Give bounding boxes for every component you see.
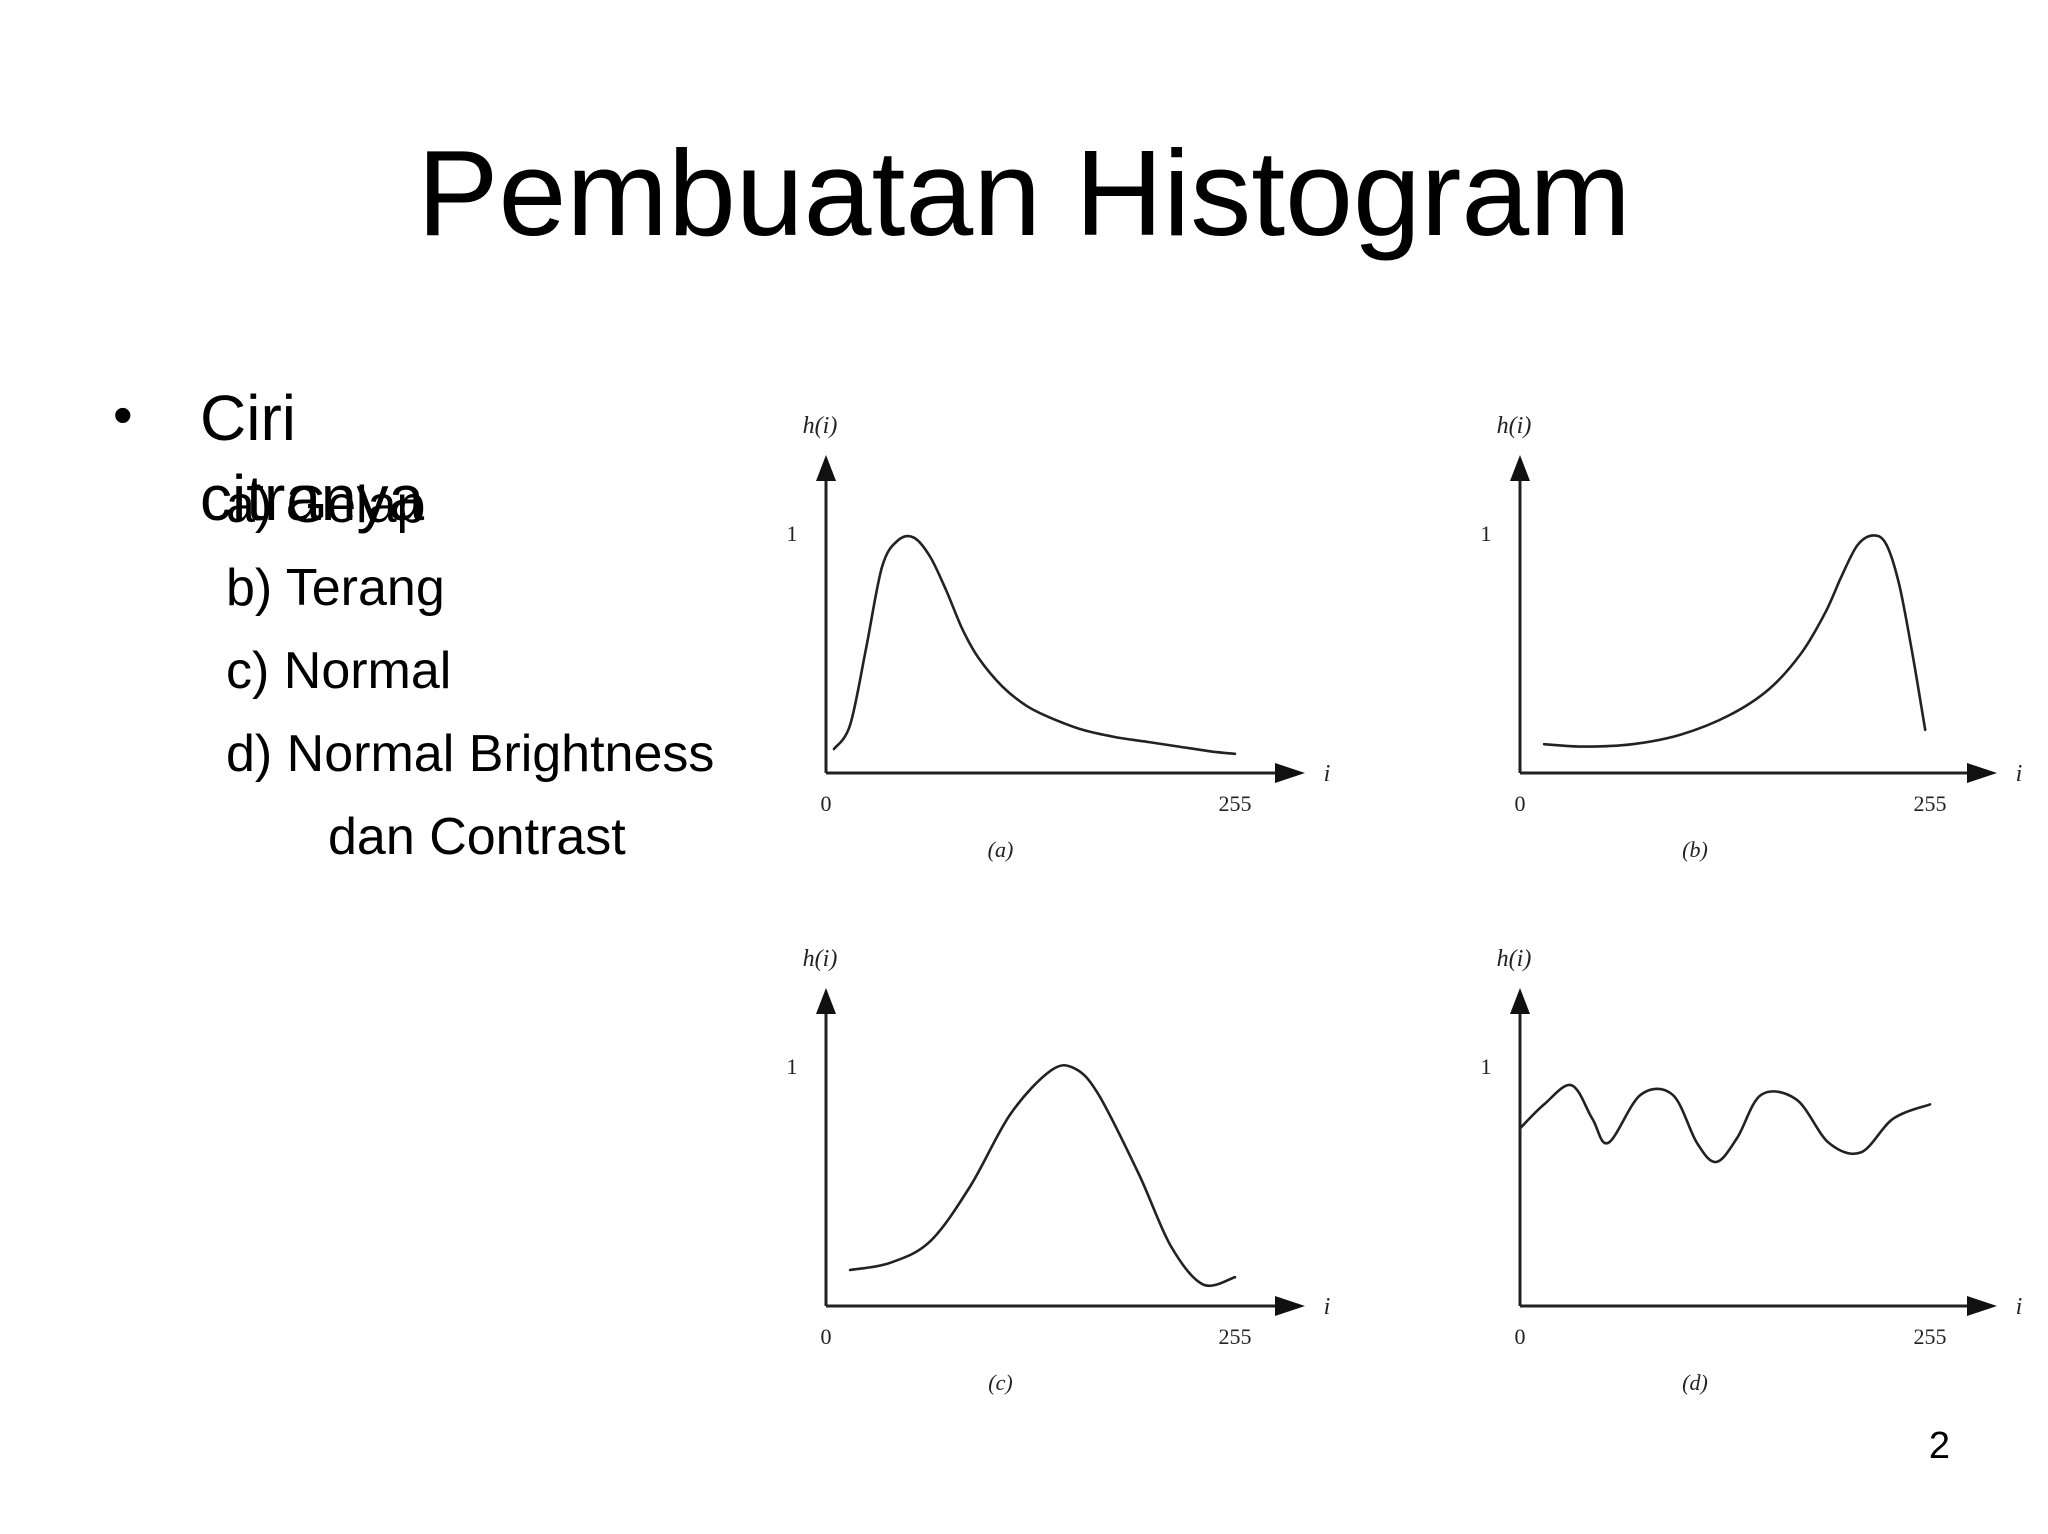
- chart-d-ytick-label: 1: [1481, 1054, 1492, 1079]
- chart-c-x-arrow-icon: [1275, 1296, 1305, 1316]
- chart-a-xtick-label-0: 0: [821, 791, 832, 816]
- slide-title: Pembuatan Histogram: [417, 125, 1631, 261]
- chart-c-caption: (c): [988, 1370, 1012, 1395]
- chart-c-xtick-label-0: 0: [821, 1324, 832, 1349]
- chart-d-histogram-curve: [1518, 1083, 1932, 1164]
- chart-d-caption: (d): [1682, 1370, 1708, 1395]
- chart-b-xlabel: i: [2016, 761, 2023, 787]
- sub-item-c: c) Normal: [226, 642, 452, 700]
- chart-a-ytick-label: 1: [787, 521, 798, 546]
- chart-b-y-arrow-icon: [1510, 455, 1530, 481]
- sub-item-d-continuation: dan Contrast: [328, 808, 626, 866]
- chart-d-xlabel: i: [2016, 1294, 2023, 1320]
- chart-b-ylabel: h(i): [1497, 413, 1532, 439]
- chart-b-histogram-curve: [1542, 534, 1927, 748]
- chart-a-y-arrow-icon: [816, 455, 836, 481]
- chart-a-xtick-label-255: 255: [1219, 791, 1252, 816]
- chart-b-xtick-label-0: 0: [1515, 791, 1526, 816]
- chart-d-xtick-label-0: 0: [1515, 1324, 1526, 1349]
- sub-item-b: b) Terang: [226, 559, 445, 617]
- chart-d-ylabel: h(i): [1497, 946, 1532, 972]
- chart-a-caption: (a): [988, 837, 1014, 862]
- chart-c-xlabel: i: [1324, 1294, 1331, 1320]
- chart-b-xtick-label-255: 255: [1914, 791, 1947, 816]
- chart-b-ytick-label: 1: [1481, 521, 1492, 546]
- sub-item-d: d) Normal Brightness: [226, 725, 715, 783]
- chart-a-xlabel: i: [1324, 761, 1331, 787]
- page-number: 2: [1928, 1425, 1950, 1467]
- chart-c-histogram-curve: [848, 1063, 1237, 1287]
- chart-c-ylabel: h(i): [803, 946, 838, 972]
- chart-c-y-arrow-icon: [816, 988, 836, 1014]
- chart-d-x-arrow-icon: [1967, 1296, 1997, 1316]
- chart-b-x-arrow-icon: [1967, 763, 1997, 783]
- chart-a-x-arrow-icon: [1275, 763, 1305, 783]
- bullet-text: Ciri citranya: [200, 382, 425, 534]
- chart-c-xtick-label-255: 255: [1219, 1324, 1252, 1349]
- bullet-marker: •: [113, 383, 133, 446]
- sub-item-a: a) Gelap: [226, 476, 426, 534]
- chart-c-ytick-label: 1: [787, 1054, 798, 1079]
- chart-a-histogram-curve: [832, 534, 1237, 756]
- chart-b-caption: (b): [1682, 837, 1708, 862]
- chart-d-xtick-label-255: 255: [1914, 1324, 1947, 1349]
- chart-d-y-arrow-icon: [1510, 988, 1530, 1014]
- chart-a-ylabel: h(i): [803, 413, 838, 439]
